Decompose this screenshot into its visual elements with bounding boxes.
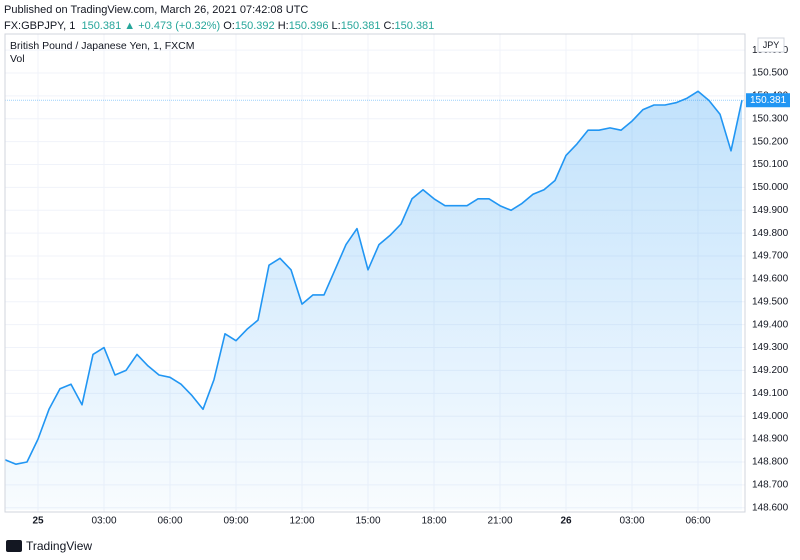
y-tick-label: 150.500	[752, 68, 789, 79]
y-tick-label: 149.500	[752, 296, 789, 307]
header: Published on TradingView.com, March 26, …	[4, 2, 434, 34]
y-tick-label: 150.200	[752, 136, 789, 147]
high-label: H:	[277, 20, 289, 32]
y-tick-label: 149.700	[752, 251, 789, 262]
y-tick-label: 149.800	[752, 228, 789, 239]
y-tick-label: 148.900	[752, 434, 789, 445]
x-tick-label: 12:00	[289, 516, 314, 527]
chart-subtitle: Vol	[10, 53, 25, 65]
currency-badge	[757, 37, 785, 53]
x-tick-label: 09:00	[223, 516, 248, 527]
y-tick-label: 149.600	[752, 274, 789, 285]
high: 150.396	[288, 20, 329, 32]
y-tick-label: 149.400	[752, 319, 789, 330]
y-tick-label: 148.600	[752, 502, 789, 513]
chart-title: British Pound / Japanese Yen, 1, FXCM	[10, 40, 194, 52]
y-tick-label: 149.100	[752, 388, 789, 399]
y-tick-label: 149.900	[752, 205, 789, 216]
x-tick-label: 26	[560, 516, 572, 527]
x-tick-label: 21:00	[487, 516, 512, 527]
y-tick-label: 150.300	[752, 113, 789, 124]
price: 150.381	[81, 20, 122, 32]
x-tick-label: 18:00	[421, 516, 446, 527]
y-tick-label: 148.800	[752, 457, 789, 468]
x-tick-label: 25	[32, 516, 44, 527]
quote-line: FX:GBPJPY, 1 150.381 ▲ +0.473 (+0.32%) O…	[4, 18, 434, 34]
low: 150.381	[340, 20, 381, 32]
published: Published on TradingView.com, March 26, …	[4, 4, 309, 16]
change: ▲ +0.473 (+0.32%)	[124, 20, 221, 32]
axes: 148.600 148.700 148.800 148.900 149.000 149.1…	[32, 45, 790, 527]
y-tick-label: 149.300	[752, 342, 789, 353]
area	[5, 91, 742, 511]
x-tick-label: 06:00	[157, 516, 182, 527]
plot-frame	[4, 33, 746, 513]
x-tick-label: 06:00	[685, 516, 710, 527]
low-label: L:	[331, 20, 341, 32]
x-tick-label: 03:00	[91, 516, 116, 527]
logo	[6, 540, 22, 552]
x-tick-label: 03:00	[619, 516, 644, 527]
brand: TradingView	[26, 539, 92, 553]
y-tick-label: 149.000	[752, 411, 789, 422]
open: 150.392	[234, 20, 275, 32]
y-tick-label: 149.200	[752, 365, 789, 376]
last-price-label: 150.381	[750, 95, 787, 106]
close: 150.381	[394, 20, 435, 32]
y-tick-label: 150.000	[752, 182, 789, 193]
y-tick-label: 148.700	[752, 479, 789, 490]
last-price-badge	[746, 93, 790, 108]
x-tick-label: 15:00	[355, 516, 380, 527]
currency: JPY	[763, 40, 780, 50]
symbol: FX:GBPJPY, 1	[4, 20, 76, 32]
price-line	[4, 90, 743, 465]
y-tick-label: 150.100	[752, 159, 789, 170]
plot	[4, 90, 745, 511]
open-label: O:	[223, 20, 235, 32]
close-label: C:	[383, 20, 395, 32]
